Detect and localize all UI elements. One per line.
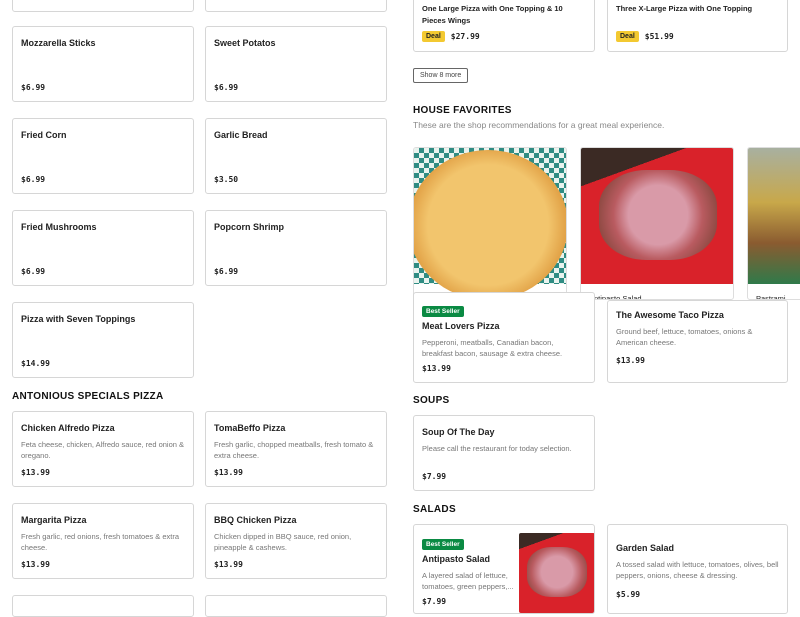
deal-tag: Deal	[422, 31, 445, 42]
item-price: $6.99	[214, 83, 239, 92]
menu-item-card[interactable]: Garlic Bread $3.50	[205, 118, 387, 194]
item-name: BBQ Chicken Pizza	[214, 515, 297, 525]
show-more-button[interactable]: Show 8 more	[413, 68, 469, 83]
favorite-card[interactable]: Antipasto Salad	[580, 147, 734, 300]
menu-item-card[interactable]	[12, 595, 194, 617]
item-desc: Chicken dipped in BBQ sauce, red onion, …	[214, 532, 352, 552]
section-title: SALADS	[413, 504, 456, 515]
favorite-card[interactable]: Pastrami	[747, 147, 800, 300]
item-name: Fried Corn	[21, 130, 67, 140]
item-price: $13.99	[422, 364, 451, 373]
item-desc: Please call the restaurant for today sel…	[422, 444, 572, 453]
favorite-name: Pastrami	[756, 294, 786, 300]
best-seller-badge: Best Seller	[422, 306, 464, 317]
item-name: Sweet Potatos	[214, 38, 276, 48]
item-price: $14.99	[21, 359, 50, 368]
section-title: HOUSE FAVORITES	[413, 105, 512, 116]
item-price: $13.99	[616, 356, 645, 365]
antipasto-salad-image	[519, 533, 594, 613]
menu-item-card[interactable]	[12, 0, 194, 12]
item-name: Garden Salad	[616, 543, 675, 553]
item-price: $51.99	[644, 32, 674, 41]
item-price: $3.50	[214, 175, 239, 184]
item-name: One Large Pizza with One Topping & 10 Pi…	[422, 4, 563, 25]
item-name: TomaBeffo Pizza	[214, 423, 286, 433]
item-name: Chicken Alfredo Pizza	[21, 423, 115, 433]
item-price: $6.99	[21, 175, 46, 184]
item-desc: A layered salad of lettuce, tomatoes, gr…	[422, 571, 514, 591]
deal-tag: Deal	[616, 31, 639, 42]
favorite-name: Antipasto Salad	[589, 294, 642, 300]
item-price: $6.99	[21, 267, 46, 276]
item-desc: Feta cheese, chicken, Alfredo sauce, red…	[21, 440, 185, 460]
menu-item-card[interactable]: Best Seller Meat Lovers Pizza Pepperoni, m…	[413, 292, 595, 383]
menu-item-card[interactable]: Mozzarella Sticks $6.99	[12, 26, 194, 102]
item-desc: Pepperoni, meatballs, Canadian bacon, br…	[422, 338, 563, 358]
section-subtitle: These are the shop recommendations for a…	[413, 120, 665, 130]
menu-item-card[interactable]	[205, 595, 387, 617]
section-title: SOUPS	[413, 395, 450, 406]
item-desc: Fresh garlic, chopped meatballs, fresh t…	[214, 440, 374, 460]
menu-item-card[interactable]	[205, 0, 387, 12]
menu-item-card[interactable]: The Awesome Taco Pizza Ground beef, lettu…	[607, 300, 788, 383]
item-price: $13.99	[214, 468, 243, 477]
item-name: Garlic Bread	[214, 130, 268, 140]
item-price: $7.99	[422, 472, 447, 481]
menu-item-card[interactable]: Margarita Pizza Fresh garlic, red onions,…	[12, 503, 194, 579]
item-name: Pizza with Seven Toppings	[21, 314, 136, 324]
item-name: Fried Mushrooms	[21, 222, 97, 232]
item-price: $6.99	[21, 83, 46, 92]
item-name: Mozzarella Sticks	[21, 38, 96, 48]
pastrami-image	[748, 148, 800, 284]
item-price: $6.99	[214, 267, 239, 276]
menu-item-card[interactable]: Fried Mushrooms $6.99	[12, 210, 194, 286]
deal-card[interactable]: Three X-Large Pizza with One Topping Deal…	[607, 0, 788, 52]
item-name: The Awesome Taco Pizza	[616, 310, 724, 320]
menu-item-card[interactable]: Popcorn Shrimp $6.99	[205, 210, 387, 286]
deal-card[interactable]: One Large Pizza with One Topping & 10 Pi…	[413, 0, 595, 52]
favorite-card[interactable]: Cheese Pizza	[413, 147, 567, 300]
menu-item-card[interactable]: Sweet Potatos $6.99	[205, 26, 387, 102]
item-name: Antipasto Salad	[422, 554, 491, 564]
menu-item-card[interactable]: BBQ Chicken Pizza Chicken dipped in BBQ s…	[205, 503, 387, 579]
menu-item-card[interactable]: Fried Corn $6.99	[12, 118, 194, 194]
menu-item-card[interactable]: Chicken Alfredo Pizza Feta cheese, chicke…	[12, 411, 194, 487]
item-price: $13.99	[21, 468, 50, 477]
menu-item-card[interactable]: Pizza with Seven Toppings $14.99	[12, 302, 194, 378]
item-price: $13.99	[21, 560, 50, 569]
item-price: $7.99	[422, 597, 447, 606]
item-name: Margarita Pizza	[21, 515, 87, 525]
item-name: Three X-Large Pizza with One Topping	[616, 4, 753, 13]
item-desc: A tossed salad with lettuce, tomatoes, o…	[616, 560, 779, 580]
cheese-pizza-image	[414, 148, 566, 299]
item-desc: Ground beef, lettuce, tomatoes, onions &…	[616, 327, 753, 347]
item-name: Soup Of The Day	[422, 427, 495, 437]
menu-item-card[interactable]: Soup Of The Day Please call the restauran…	[413, 415, 595, 491]
menu-item-card[interactable]: TomaBeffo Pizza Fresh garlic, chopped mea…	[205, 411, 387, 487]
item-name: Popcorn Shrimp	[214, 222, 285, 232]
menu-item-card[interactable]: Best Seller Antipasto Salad A layered sala…	[413, 524, 595, 614]
antipasto-salad-image	[581, 148, 733, 284]
section-title: ANTONIOUS SPECIALS PIZZA	[12, 391, 164, 402]
item-price: $13.99	[214, 560, 243, 569]
item-price: $27.99	[450, 32, 480, 41]
item-name: Meat Lovers Pizza	[422, 321, 500, 331]
item-price: $5.99	[616, 590, 641, 599]
best-seller-badge: Best Seller	[422, 539, 464, 550]
menu-item-card[interactable]: Garden Salad A tossed salad with lettuce,…	[607, 524, 788, 614]
item-desc: Fresh garlic, red onions, fresh tomatoes…	[21, 532, 179, 552]
